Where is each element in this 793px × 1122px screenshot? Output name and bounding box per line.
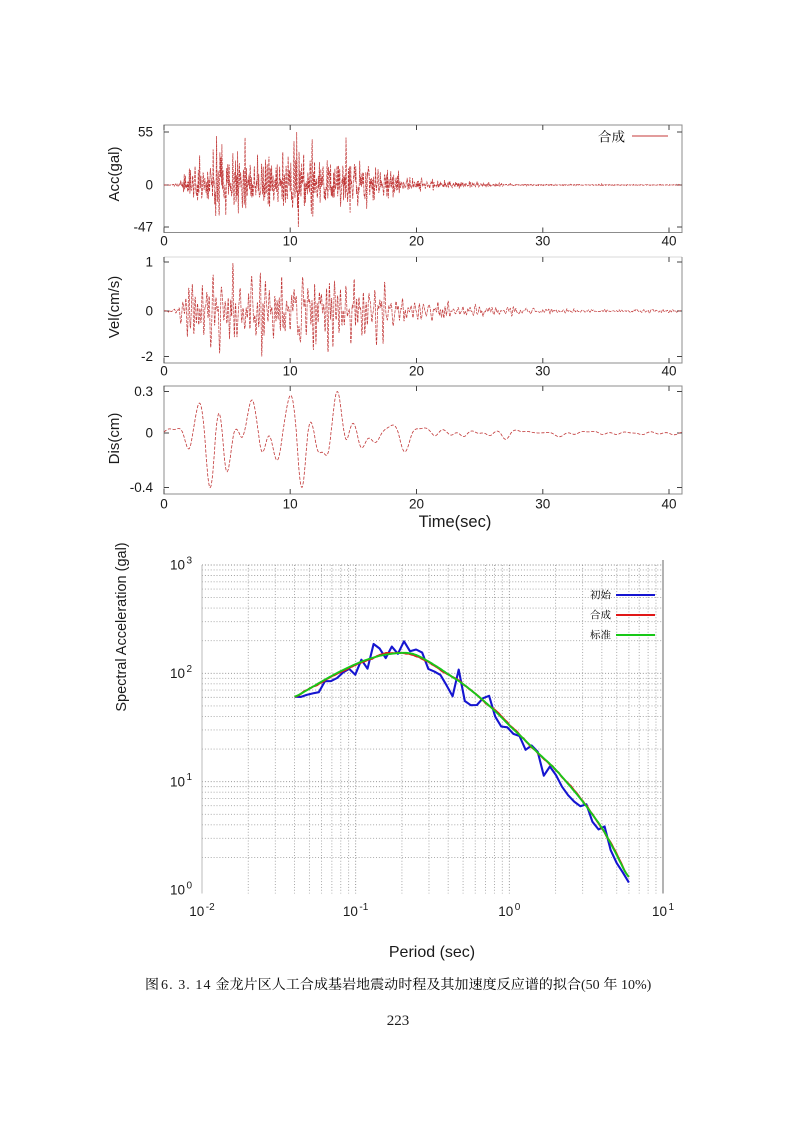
svg-text:0: 0	[145, 426, 153, 441]
svg-text:0: 0	[515, 902, 521, 913]
svg-text:10: 10	[283, 234, 298, 249]
svg-text:20: 20	[409, 497, 424, 512]
svg-text:-1: -1	[359, 902, 368, 913]
svg-text:0: 0	[160, 234, 168, 249]
svg-text:0: 0	[145, 178, 153, 193]
svg-text:Dis(cm): Dis(cm)	[106, 413, 123, 465]
svg-text:40: 40	[661, 234, 676, 249]
svg-text:10: 10	[652, 904, 667, 919]
svg-text:Spectral Acceleration (gal): Spectral Acceleration (gal)	[114, 542, 130, 711]
svg-text:1: 1	[187, 772, 193, 783]
svg-text:-2: -2	[206, 902, 215, 913]
svg-text:6. 3. 14: 6. 3. 14	[161, 978, 211, 993]
svg-text:30: 30	[535, 497, 550, 512]
svg-text:0: 0	[145, 304, 153, 319]
svg-text:10: 10	[189, 904, 204, 919]
svg-text:30: 30	[535, 364, 550, 379]
svg-text:10: 10	[283, 497, 298, 512]
svg-text:2: 2	[187, 664, 193, 675]
svg-text:10: 10	[170, 883, 185, 898]
svg-text:20: 20	[409, 364, 424, 379]
svg-text:0.3: 0.3	[134, 384, 153, 399]
svg-text:10%): 10%)	[621, 978, 652, 993]
svg-text:223: 223	[387, 1013, 410, 1029]
svg-text:1: 1	[669, 902, 675, 913]
svg-text:40: 40	[661, 364, 676, 379]
svg-text:Vel(cm/s): Vel(cm/s)	[106, 276, 123, 339]
svg-text:40: 40	[661, 497, 676, 512]
svg-text:Time(sec): Time(sec)	[419, 513, 492, 531]
svg-text:10: 10	[343, 904, 358, 919]
svg-text:30: 30	[535, 234, 550, 249]
svg-text:3: 3	[187, 556, 193, 567]
svg-text:-47: -47	[133, 220, 153, 235]
svg-text:Period (sec): Period (sec)	[389, 944, 475, 961]
svg-text:0: 0	[160, 364, 168, 379]
svg-text:-0.4: -0.4	[130, 480, 154, 495]
svg-text:0: 0	[187, 881, 193, 892]
svg-text:-2: -2	[141, 349, 153, 364]
svg-text:10: 10	[170, 666, 185, 681]
svg-text:1: 1	[145, 255, 153, 270]
svg-text:20: 20	[409, 234, 424, 249]
svg-text:0: 0	[160, 497, 168, 512]
svg-text:55: 55	[138, 125, 153, 140]
svg-text:10: 10	[283, 364, 298, 379]
svg-text:Acc(gal): Acc(gal)	[106, 146, 123, 201]
svg-text:10: 10	[170, 774, 185, 789]
svg-text:10: 10	[170, 558, 185, 573]
svg-text:(50: (50	[581, 978, 600, 993]
svg-text:10: 10	[498, 904, 513, 919]
